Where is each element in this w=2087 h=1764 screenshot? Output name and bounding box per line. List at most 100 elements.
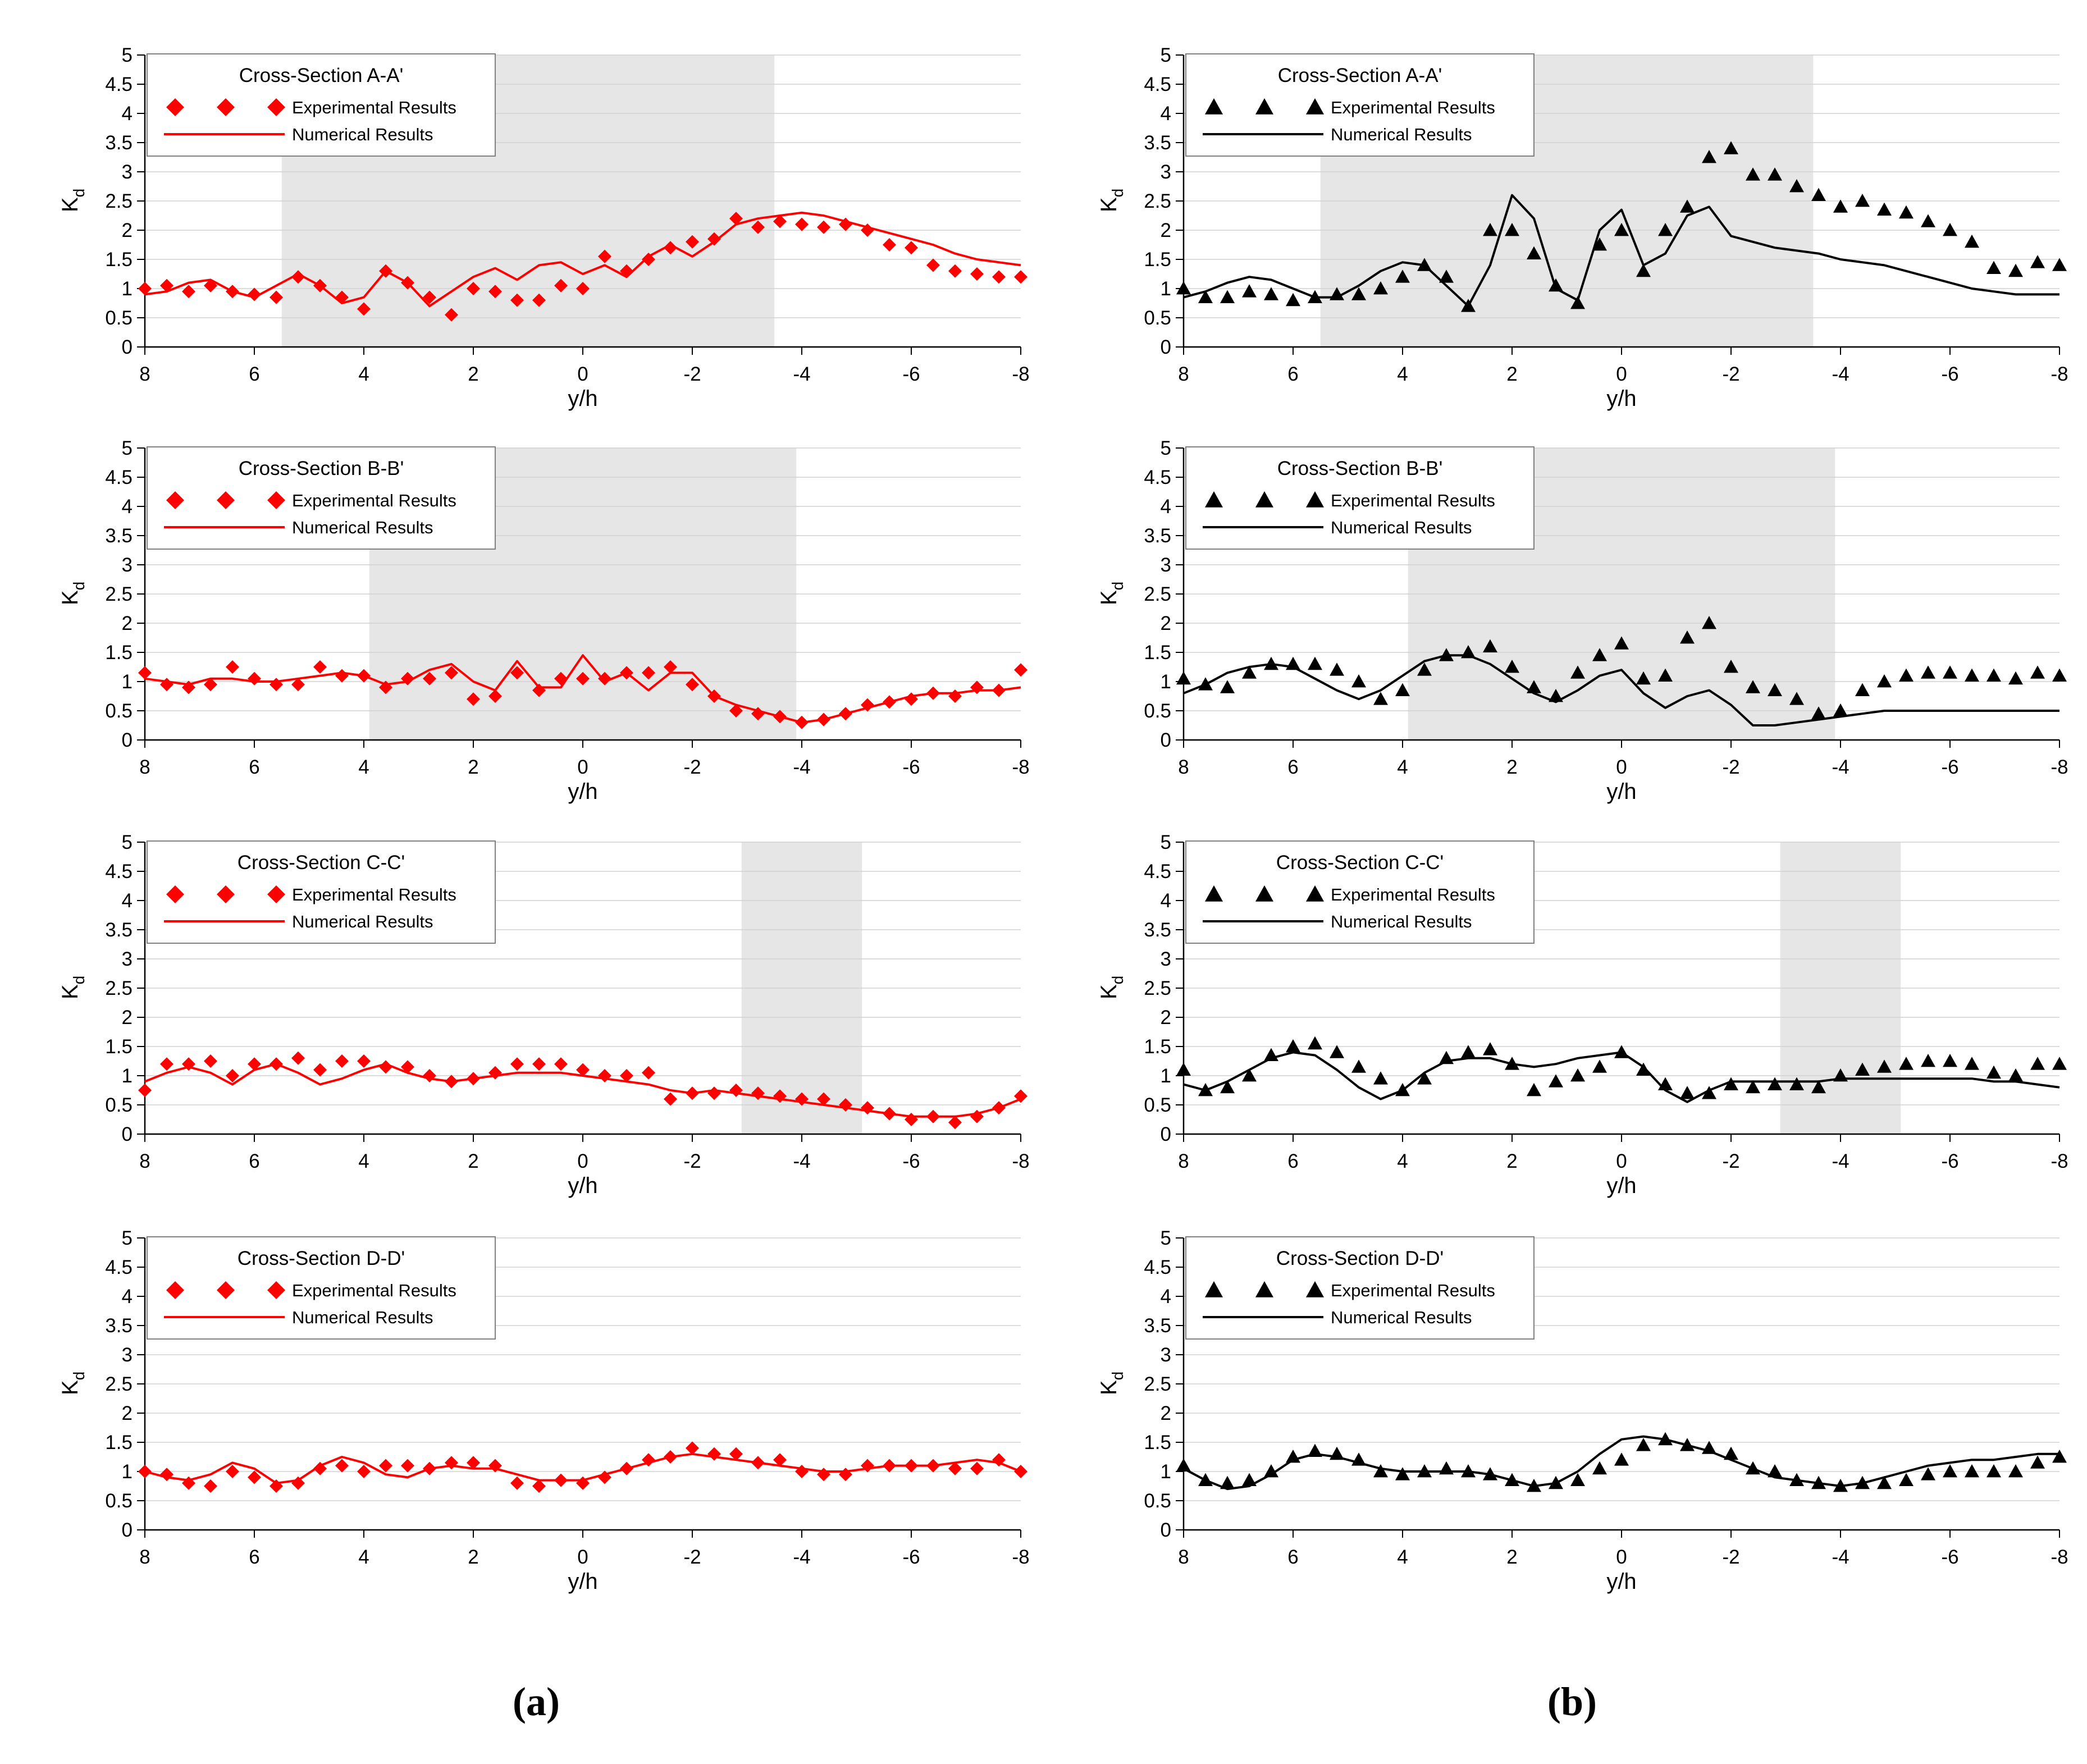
experimental-point xyxy=(1264,656,1278,670)
y-tick-label: 2.5 xyxy=(1144,583,1171,605)
legend-title: Cross-Section C-C' xyxy=(1276,852,1444,874)
experimental-point xyxy=(1768,1077,1782,1090)
panel-label-b: (b) xyxy=(1516,1679,1628,1725)
y-axis-label-sub: d xyxy=(70,582,88,591)
experimental-point xyxy=(445,666,458,680)
y-tick-label: 4 xyxy=(1161,890,1171,912)
experimental-point xyxy=(2008,1464,2023,1478)
legend-label-numerical: Numerical Results xyxy=(1331,518,1472,537)
experimental-point xyxy=(795,1092,809,1106)
experimental-point xyxy=(1176,281,1191,295)
experimental-point xyxy=(839,1468,852,1482)
experimental-point xyxy=(1505,1057,1519,1070)
x-tick-label: 2 xyxy=(1506,1150,1517,1172)
experimental-point xyxy=(532,293,546,307)
experimental-point xyxy=(1724,1077,1738,1090)
legend-marker xyxy=(1306,885,1324,902)
experimental-point xyxy=(1833,1068,1848,1082)
experimental-point xyxy=(1789,1473,1804,1486)
experimental-point xyxy=(1395,1467,1410,1480)
x-tick-label: -4 xyxy=(1832,756,1849,778)
y-tick-label: 0 xyxy=(122,1519,133,1541)
experimental-point xyxy=(1833,199,1848,213)
experimental-point xyxy=(751,1086,765,1100)
x-tick-label: -2 xyxy=(683,363,701,385)
y-tick-label: 4 xyxy=(122,496,133,518)
x-tick-label: -4 xyxy=(793,363,810,385)
legend-label-numerical: Numerical Results xyxy=(292,518,433,537)
experimental-point xyxy=(2008,263,2023,277)
y-tick-label: 4 xyxy=(1161,103,1171,125)
legend-label-experimental: Experimental Results xyxy=(292,98,456,117)
y-tick-label: 2 xyxy=(1161,1402,1171,1424)
experimental-point xyxy=(576,282,590,295)
experimental-point xyxy=(554,278,568,293)
experimental-point xyxy=(1921,1467,1935,1480)
experimental-point xyxy=(160,278,173,293)
x-tick-label: -8 xyxy=(2051,756,2068,778)
x-tick-label: -8 xyxy=(2051,1546,2068,1568)
legend-title: Cross-Section A-A' xyxy=(239,65,404,86)
experimental-point xyxy=(992,683,1006,697)
experimental-point xyxy=(620,264,633,278)
legend-marker xyxy=(1255,491,1273,508)
experimental-point xyxy=(1373,281,1388,295)
x-tick-label: 8 xyxy=(139,363,150,385)
y-tick-label: 2.5 xyxy=(105,583,133,605)
experimental-point xyxy=(1242,1473,1257,1486)
legend-marker xyxy=(1255,885,1273,902)
numerical-line xyxy=(1183,1435,2059,1491)
experimental-point xyxy=(1702,1441,1716,1454)
legend-label-experimental: Experimental Results xyxy=(292,1281,456,1300)
legend-marker xyxy=(217,885,235,903)
experimental-point xyxy=(554,1057,568,1071)
experimental-point xyxy=(1417,1464,1432,1478)
legend-marker xyxy=(166,885,184,903)
experimental-point xyxy=(248,1470,261,1484)
y-tick-label: 3.5 xyxy=(105,132,133,154)
experimental-point xyxy=(642,1066,655,1080)
experimental-point xyxy=(2052,258,2067,271)
experimental-point xyxy=(488,1066,502,1080)
experimental-point xyxy=(1570,1473,1585,1486)
y-tick-label: 3.5 xyxy=(1144,132,1171,154)
experimental-point xyxy=(1811,1080,1826,1094)
x-tick-label: 4 xyxy=(1397,363,1408,385)
x-tick-label: 4 xyxy=(358,1150,369,1172)
experimental-point xyxy=(1680,1086,1695,1099)
experimental-point xyxy=(1198,290,1213,303)
experimental-point xyxy=(1899,668,1914,682)
experimental-point xyxy=(1417,258,1432,271)
experimental-point xyxy=(313,278,327,293)
experimental-point xyxy=(1505,1473,1519,1486)
experimental-point xyxy=(1943,665,1957,679)
x-tick-label: -4 xyxy=(793,1546,810,1568)
experimental-point xyxy=(970,680,984,694)
experimental-point xyxy=(1943,1054,1957,1067)
chart-a-1: 0 0.5 1 1.5 2 2.5 3 3.5 4 4.5 5 8 6 4 2 0 -2 -4 -6 -8 y/h Kd C… xyxy=(58,44,1030,411)
legend-box xyxy=(1185,446,1535,550)
experimental-point xyxy=(883,695,896,709)
experimental-point xyxy=(2052,1057,2067,1070)
experimental-point xyxy=(773,1453,787,1467)
experimental-point xyxy=(2030,665,2045,679)
x-tick-label: 0 xyxy=(577,1546,588,1568)
experimental-point xyxy=(1395,269,1410,283)
experimental-point xyxy=(182,285,195,299)
legend-title: Cross-Section C-C' xyxy=(238,852,405,874)
experimental-point xyxy=(1658,668,1673,682)
y-tick-label: 3 xyxy=(1161,948,1171,970)
experimental-point xyxy=(1592,648,1607,661)
y-axis-label-main: K xyxy=(58,590,83,605)
experimental-point xyxy=(905,241,918,255)
numerical-line xyxy=(1183,194,2059,308)
experimental-point xyxy=(1746,167,1760,181)
experimental-point xyxy=(1264,1464,1278,1478)
experimental-point xyxy=(488,1459,502,1473)
experimental-point xyxy=(1789,692,1804,705)
experimental-point xyxy=(1461,299,1476,312)
experimental-point xyxy=(1658,223,1673,236)
y-tick-label: 3.5 xyxy=(1144,525,1171,547)
y-tick-label: 0.5 xyxy=(1144,1094,1171,1116)
experimental-point xyxy=(664,1092,677,1106)
